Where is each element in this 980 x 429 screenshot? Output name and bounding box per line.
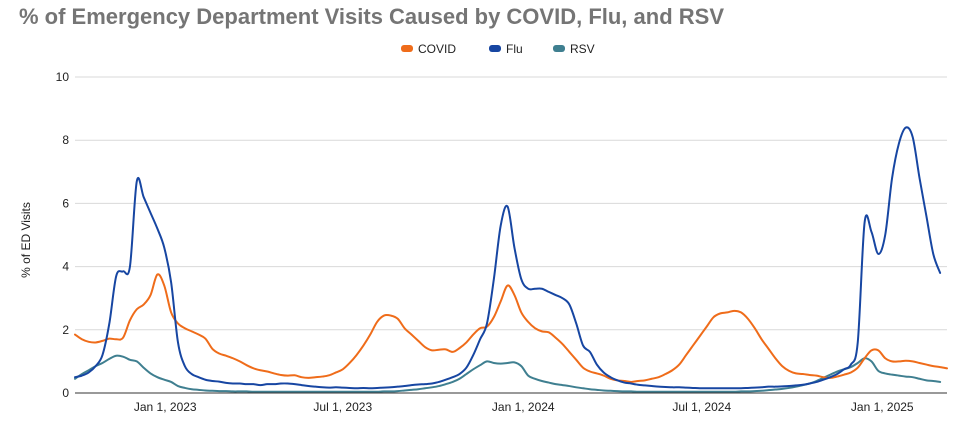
series-lines [74,126,948,393]
legend-item-flu[interactable]: Flu [489,42,523,56]
y-tick-label: 2 [62,323,69,337]
y-tick-label: 0 [62,386,69,400]
legend-label: RSV [570,42,595,56]
y-tick-label: 10 [56,70,70,84]
legend: COVID Flu RSV [401,42,595,56]
x-axis-ticks: Jan 1, 2023 Jul 1, 2023 Jan 1, 2024 Jul 1, … [134,400,914,414]
y-axis-ticks: 0 2 4 6 8 10 [56,70,70,400]
y-tick-label: 8 [62,133,69,147]
x-tick-label: Jan 1, 2025 [851,400,914,414]
series-line-covid [74,273,948,383]
chart-title: % of Emergency Department Visits Caused … [19,4,724,29]
x-tick-label: Jul 1, 2023 [313,400,372,414]
series-line-flu [74,126,942,390]
legend-swatch [553,45,565,52]
series-line-rsv [74,354,942,393]
y-tick-label: 6 [62,196,69,210]
x-tick-label: Jan 1, 2023 [134,400,197,414]
x-tick-label: Jul 1, 2024 [672,400,731,414]
legend-swatch [401,45,413,52]
y-axis-title: % of ED Visits [19,202,33,278]
legend-label: Flu [506,42,523,56]
legend-label: COVID [418,42,456,56]
legend-item-covid[interactable]: COVID [401,42,456,56]
x-tick-label: Jan 1, 2024 [492,400,555,414]
legend-item-rsv[interactable]: RSV [553,42,595,56]
gridlines [75,76,947,331]
y-tick-label: 4 [62,260,69,274]
legend-swatch [489,45,501,52]
